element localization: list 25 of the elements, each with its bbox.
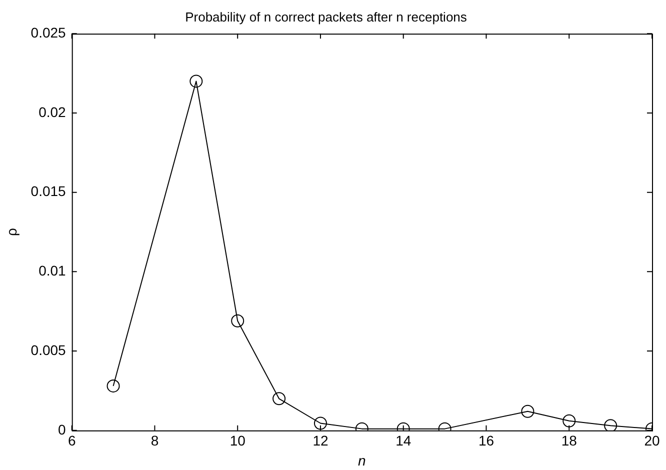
y-tick-label: 0.005 [30, 342, 66, 358]
x-tick-label: 8 [150, 432, 159, 449]
y-tick-label: 0 [58, 421, 66, 438]
point [106, 379, 120, 392]
point [272, 392, 286, 406]
y-tick-label: 0.02 [38, 104, 66, 120]
point [562, 414, 576, 428]
point [231, 314, 244, 328]
y-tick-label: 0.01 [38, 262, 66, 279]
y-tick-label: 0.025 [30, 24, 66, 40]
x-tick-label: 18 [561, 432, 578, 449]
x-tick-label: 20 [644, 432, 660, 449]
point [521, 404, 534, 418]
point [604, 419, 618, 430]
x-tick-label: 14 [396, 432, 412, 449]
x-tick-label: 10 [230, 432, 246, 449]
y-axis-title: ρ [3, 228, 20, 236]
y-tick-label: 0.015 [30, 183, 66, 200]
x-tick-label: 6 [68, 432, 76, 449]
x-axis-title: n [358, 452, 366, 468]
point [190, 74, 203, 88]
chart-title: Probability of n correct packets after n receptions [185, 9, 468, 24]
point [314, 416, 327, 430]
x-tick-label: 16 [478, 432, 494, 449]
x-tick-label: 12 [312, 432, 328, 449]
